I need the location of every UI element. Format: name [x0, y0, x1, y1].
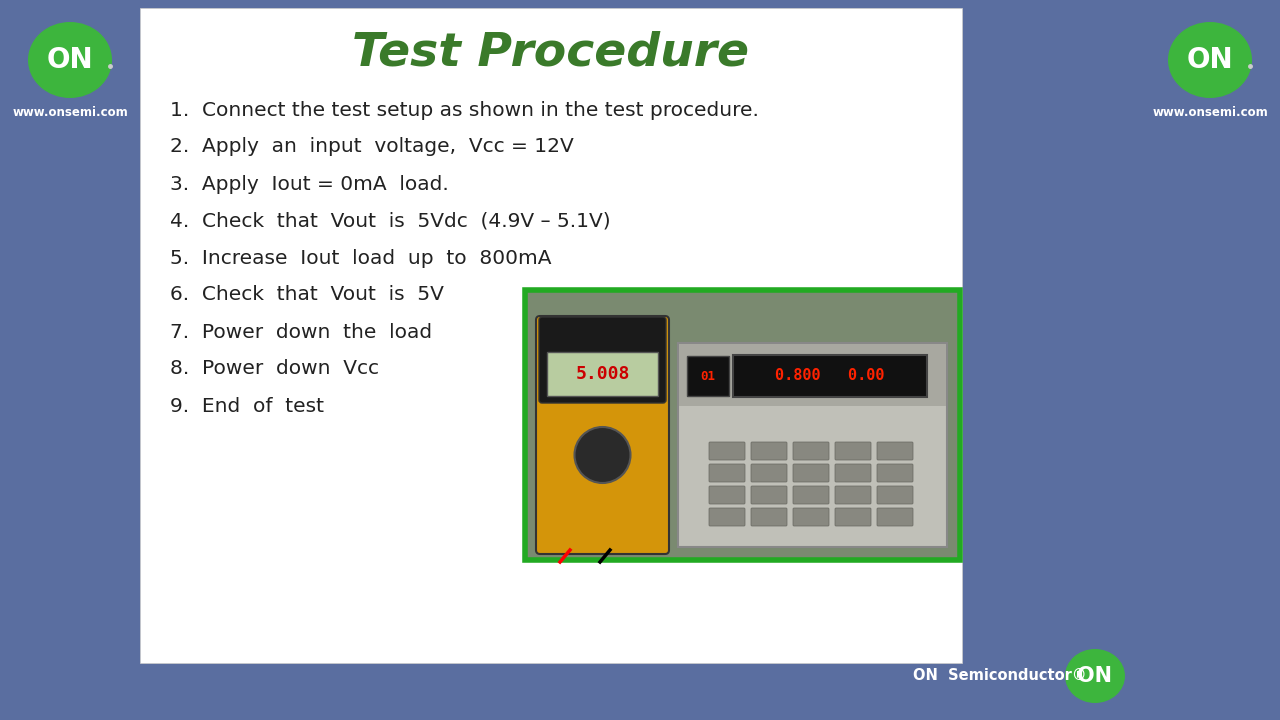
FancyBboxPatch shape	[751, 486, 787, 504]
Text: 1.  Connect the test setup as shown in the test procedure.: 1. Connect the test setup as shown in th…	[170, 101, 759, 120]
Text: 0.800   0.00: 0.800 0.00	[776, 369, 884, 384]
FancyBboxPatch shape	[835, 464, 870, 482]
FancyBboxPatch shape	[877, 508, 913, 526]
FancyBboxPatch shape	[678, 344, 946, 406]
Text: www.onsemi.com: www.onsemi.com	[12, 106, 128, 119]
FancyBboxPatch shape	[751, 442, 787, 460]
FancyBboxPatch shape	[794, 442, 829, 460]
FancyBboxPatch shape	[751, 464, 787, 482]
FancyBboxPatch shape	[687, 356, 730, 396]
Text: ON: ON	[1078, 666, 1112, 686]
FancyBboxPatch shape	[835, 486, 870, 504]
Text: 5.  Increase  Iout  load  up  to  800mA: 5. Increase Iout load up to 800mA	[170, 248, 552, 268]
FancyBboxPatch shape	[794, 464, 829, 482]
FancyBboxPatch shape	[835, 508, 870, 526]
FancyBboxPatch shape	[140, 8, 963, 663]
FancyBboxPatch shape	[877, 464, 913, 482]
FancyBboxPatch shape	[709, 508, 745, 526]
FancyBboxPatch shape	[678, 343, 947, 547]
FancyBboxPatch shape	[709, 442, 745, 460]
Text: 8.  Power  down  Vcc: 8. Power down Vcc	[170, 359, 379, 379]
FancyBboxPatch shape	[709, 464, 745, 482]
Text: 7.  Power  down  the  load: 7. Power down the load	[170, 323, 433, 341]
Text: 5.008: 5.008	[575, 365, 630, 383]
Text: www.onsemi.com: www.onsemi.com	[1152, 106, 1268, 119]
Ellipse shape	[28, 22, 113, 98]
Text: 3.  Apply  Iout = 0mA  load.: 3. Apply Iout = 0mA load.	[170, 174, 449, 194]
Text: 6.  Check  that  Vout  is  5V: 6. Check that Vout is 5V	[170, 286, 444, 305]
FancyBboxPatch shape	[709, 486, 745, 504]
Text: Test Procedure: Test Procedure	[352, 30, 750, 76]
FancyBboxPatch shape	[536, 316, 669, 554]
FancyBboxPatch shape	[794, 508, 829, 526]
FancyBboxPatch shape	[539, 317, 666, 403]
Text: 01: 01	[700, 369, 716, 382]
FancyBboxPatch shape	[751, 508, 787, 526]
FancyBboxPatch shape	[547, 352, 658, 396]
FancyBboxPatch shape	[835, 442, 870, 460]
Ellipse shape	[1169, 22, 1252, 98]
Text: 9.  End  of  test: 9. End of test	[170, 397, 324, 415]
FancyBboxPatch shape	[877, 442, 913, 460]
Ellipse shape	[1065, 649, 1125, 703]
Text: ON  Semiconductor®: ON Semiconductor®	[913, 668, 1087, 683]
FancyBboxPatch shape	[733, 355, 927, 397]
FancyBboxPatch shape	[794, 486, 829, 504]
Text: 2.  Apply  an  input  voltage,  Vcc = 12V: 2. Apply an input voltage, Vcc = 12V	[170, 138, 573, 156]
Text: ON: ON	[1187, 46, 1234, 74]
FancyBboxPatch shape	[877, 486, 913, 504]
Text: ON: ON	[46, 46, 93, 74]
FancyBboxPatch shape	[525, 290, 960, 560]
Text: 4.  Check  that  Vout  is  5Vdc  (4.9V – 5.1V): 4. Check that Vout is 5Vdc (4.9V – 5.1V)	[170, 212, 611, 230]
Circle shape	[575, 427, 631, 483]
